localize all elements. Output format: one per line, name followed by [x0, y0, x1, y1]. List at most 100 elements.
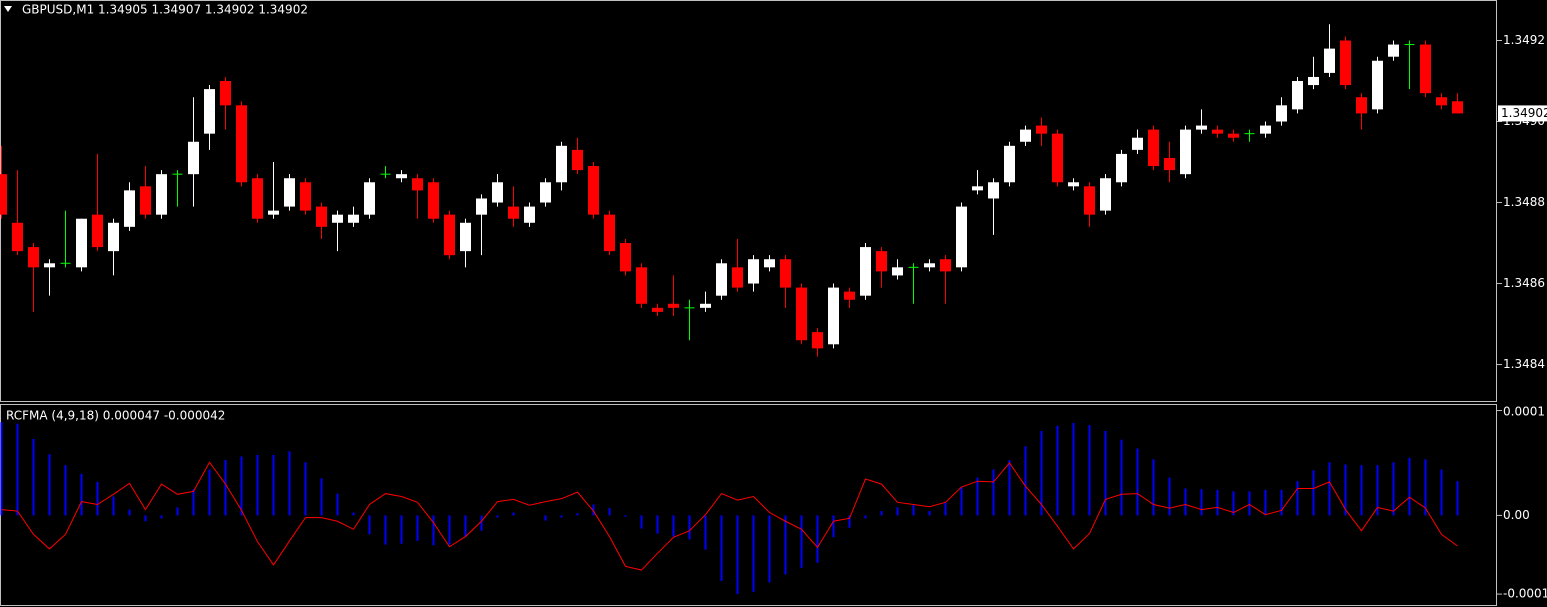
candle-body: [28, 247, 39, 268]
candle-body: [1148, 129, 1159, 167]
candle-body: [1036, 125, 1047, 134]
candle-body: [156, 174, 167, 215]
candle-body: [1164, 157, 1175, 171]
y-tick-label: 1.3486: [1503, 276, 1545, 290]
candle-body: [1324, 48, 1335, 73]
y-tick-label: -0.0001: [1503, 587, 1547, 601]
candle-body: [972, 186, 983, 191]
candle-body: [1388, 44, 1399, 57]
candle-body: [1132, 137, 1143, 150]
y-tick-label: 1.3484: [1503, 357, 1545, 371]
candle-body: [508, 206, 519, 219]
candle-body: [1116, 153, 1127, 183]
candle-body: [444, 214, 455, 256]
candle-body: [620, 243, 631, 272]
y-tick-label: 1.3488: [1503, 195, 1545, 209]
candle-body: [204, 89, 215, 134]
candle-body: [716, 263, 727, 296]
candle-body: [412, 178, 423, 191]
menu-triangle: [4, 6, 12, 12]
candle-body: [44, 263, 55, 268]
candle-body: [316, 206, 327, 227]
candle-body: [524, 206, 535, 223]
chart-title: GBPUSD,M1 1.34905 1.34907 1.34902 1.3490…: [22, 3, 308, 17]
candle-body: [1004, 145, 1015, 183]
candle-body: [812, 332, 823, 349]
candle-body: [396, 174, 407, 179]
candle-body: [1020, 129, 1031, 142]
candle-body: [1260, 125, 1271, 134]
candle-body: [188, 141, 199, 175]
candle-body: [844, 291, 855, 300]
candle-body: [268, 210, 279, 215]
candle-body: [428, 182, 439, 219]
y-tick-label: 1.3492: [1503, 33, 1545, 47]
candle-body: [1052, 133, 1063, 183]
candle-body: [1452, 101, 1463, 114]
candle-body: [1212, 129, 1223, 134]
candle-body: [108, 222, 119, 252]
candle-body: [1068, 182, 1079, 187]
candle-body: [764, 259, 775, 268]
candle-body: [1420, 44, 1431, 94]
last-price-box: [1498, 105, 1547, 122]
candle-body: [284, 178, 295, 207]
candle-body: [588, 166, 599, 215]
candle-body: [364, 182, 375, 215]
candle-body: [700, 303, 711, 308]
candle-body: [940, 259, 951, 272]
candle-body: [12, 222, 23, 252]
candle-body: [1084, 186, 1095, 215]
candle-body: [76, 218, 87, 268]
candle-body: [140, 186, 151, 215]
candle-body: [556, 145, 567, 183]
candle-body: [492, 182, 503, 203]
last-price-label: 1.34902: [1501, 106, 1547, 120]
candle-body: [236, 105, 247, 183]
candle-body: [1372, 60, 1383, 110]
candle-body: [220, 81, 231, 106]
candle-body: [252, 178, 263, 219]
candle-body: [748, 259, 759, 284]
candle-body: [1356, 97, 1367, 114]
candle-body: [636, 267, 647, 304]
candle-body: [1228, 133, 1239, 138]
candle-body: [956, 206, 967, 268]
candle-body: [572, 149, 583, 171]
candle-body: [1100, 178, 1111, 211]
candle-body: [1292, 81, 1303, 110]
candle-body: [92, 214, 103, 248]
signal-line: [1, 461, 1458, 571]
candle-body: [1180, 129, 1191, 175]
candle-body: [924, 263, 935, 268]
candle-body: [332, 214, 343, 223]
candle-body: [876, 251, 887, 272]
y-tick-label: 0.00: [1503, 508, 1530, 522]
candle-body: [1276, 105, 1287, 122]
candle-body: [668, 303, 679, 308]
candle-body: [1340, 40, 1351, 86]
candle-body: [892, 267, 903, 276]
candle-body: [460, 222, 471, 252]
candle-body: [604, 214, 615, 252]
indicator-title: RCFMA (4,9,18) 0.000047 -0.000042: [6, 409, 225, 423]
candle-body: [124, 190, 135, 227]
candle-body: [476, 198, 487, 215]
candle-body: [1196, 125, 1207, 130]
candle-body: [780, 259, 791, 288]
candle-body: [348, 214, 359, 223]
candle-body: [652, 307, 663, 312]
candle-body: [828, 287, 839, 345]
candle-body: [860, 247, 871, 296]
candle-body: [732, 267, 743, 288]
candle-body: [1308, 76, 1319, 86]
candle-body: [1436, 97, 1447, 106]
candle-body: [796, 287, 807, 341]
y-tick-label: 0.0001: [1503, 405, 1545, 419]
candle-body: [540, 182, 551, 203]
candle-body: [300, 182, 311, 211]
candle-body: [0, 174, 7, 215]
